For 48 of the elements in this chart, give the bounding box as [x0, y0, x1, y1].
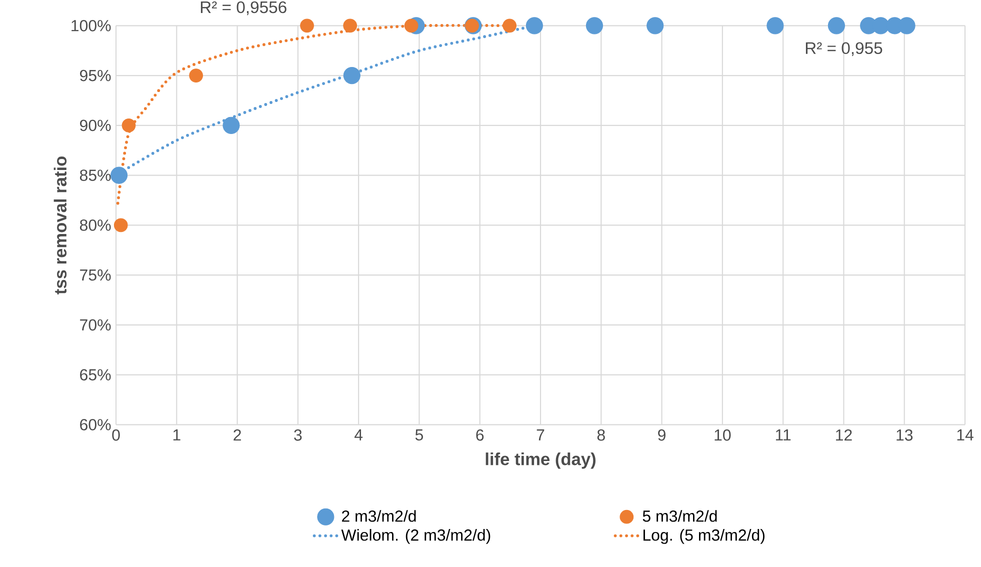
point: [343, 67, 360, 84]
x-tick-label: 7: [536, 430, 544, 441]
y-tick-label: 65%: [80, 369, 111, 381]
legend-label: Wielom. (2 m3/m2/d): [341, 529, 490, 544]
x-tick-label: 13: [896, 430, 913, 441]
x-tick-label: 14: [957, 430, 974, 441]
point: [404, 18, 418, 33]
x-tick-label: 9: [658, 430, 666, 441]
text: R² = 0,9556: [200, 1, 286, 16]
y-tick-label: 70%: [80, 319, 111, 331]
point: [122, 118, 136, 133]
x-tick-label: 3: [294, 430, 302, 441]
y-tick-label: 80%: [80, 220, 111, 231]
x-tick-label: 0: [112, 430, 120, 441]
point: [110, 166, 128, 184]
point: [828, 17, 845, 34]
point: [502, 18, 517, 33]
y-axis-title: tss removal ratio: [54, 156, 67, 294]
point: [526, 17, 543, 34]
legend-label: Log. (5 m3/m2/d): [644, 529, 764, 544]
x-tick-label: 8: [597, 430, 605, 441]
x-tick-label: 2: [234, 430, 241, 441]
x-tick-label: 10: [714, 430, 731, 441]
y-tick-label: 85%: [80, 170, 111, 182]
point: [300, 18, 314, 33]
legend-label: 5 m3/m2/d: [642, 510, 717, 522]
annotation: R² = 0,955: [806, 42, 882, 56]
y-tick-label: 100%: [72, 20, 111, 32]
y-tick-label: 95%: [80, 70, 111, 82]
point: [189, 68, 203, 83]
x-tick-label: 6: [476, 430, 484, 441]
point: [114, 218, 128, 232]
x-tick-label: 12: [836, 430, 852, 441]
point: [222, 117, 240, 134]
point: [343, 18, 358, 33]
point: [465, 18, 479, 33]
y-tick-label: 60%: [80, 419, 111, 430]
x-tick-label: 5: [415, 430, 423, 441]
y-tick-label: 90%: [80, 120, 111, 132]
x-tick-label: 11: [776, 430, 791, 441]
point: [646, 17, 664, 34]
x-tick-label: 4: [354, 430, 363, 441]
point: [766, 17, 784, 34]
x-tick-label: 1: [173, 430, 180, 441]
x-axis-title: life time (day): [486, 452, 596, 469]
point: [586, 17, 604, 34]
legend-label: 2 m3/m2/d: [342, 510, 416, 522]
y-tick-label: 75%: [80, 270, 111, 281]
